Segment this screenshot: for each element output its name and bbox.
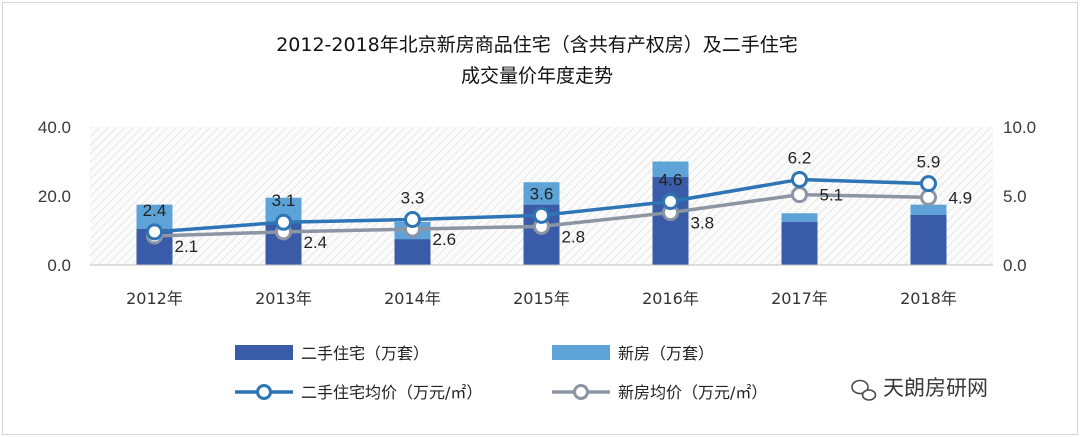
point-second-hand-price xyxy=(791,170,808,188)
bar-new-home xyxy=(523,182,560,205)
second-hand-price-label: 3.1 xyxy=(272,191,296,210)
second-hand-price-label: 3.6 xyxy=(530,184,554,203)
right-axis: 0.0 5.0 10.0 xyxy=(1003,118,1036,275)
point-second-hand-price xyxy=(404,210,421,228)
legend-label-new-home-price: 新房均价（万元/㎡） xyxy=(618,383,767,402)
bar-new-home xyxy=(652,161,689,178)
right-axis-tick-label: 0.0 xyxy=(1003,256,1027,275)
second-hand-price-label: 3.3 xyxy=(401,188,425,207)
point-second-hand-price xyxy=(146,223,163,241)
point-second-hand-price xyxy=(533,206,550,224)
bar-second-hand xyxy=(910,214,947,265)
new-home-price-label: 5.1 xyxy=(820,186,844,205)
point-new-home-price xyxy=(920,188,937,206)
point-new-home-price xyxy=(791,186,808,204)
new-home-price-label: 2.1 xyxy=(175,237,199,256)
legend-swatch-second-hand xyxy=(235,345,293,360)
bar-new-home xyxy=(910,204,947,215)
new-home-price-label: 4.9 xyxy=(949,188,973,207)
watermark-text: 天朗房研网 xyxy=(883,376,988,400)
point-second-hand-price xyxy=(275,213,292,231)
left-axis-tick-label: 40.0 xyxy=(38,118,71,137)
x-tick-label: 2013年 xyxy=(255,289,312,308)
new-home-price-label: 2.8 xyxy=(562,227,586,246)
point-second-hand-price xyxy=(662,193,679,211)
chart-title-line2: 成交量价年度走势 xyxy=(461,65,613,87)
legend-swatch-new-home xyxy=(552,345,610,360)
second-hand-price-label: 2.4 xyxy=(143,201,167,220)
point-second-hand-price xyxy=(920,175,937,193)
left-axis-tick-label: 20.0 xyxy=(38,187,71,206)
new-home-price-label: 3.8 xyxy=(691,214,715,233)
x-tick-label: 2014年 xyxy=(384,289,441,308)
bar-new-home xyxy=(781,213,818,222)
legend-marker-new-home-price xyxy=(573,384,589,400)
x-tick-label: 2017年 xyxy=(771,289,828,308)
wechat-icon xyxy=(851,379,877,401)
x-tick-label: 2018年 xyxy=(900,289,957,308)
bar-second-hand xyxy=(781,221,818,265)
second-hand-price-label: 4.6 xyxy=(659,171,683,190)
line-group: 2.4 3.1 3.3 3.6 4.6 6.2 5.9 2.1 2.4 2.6 2.8 3.8 5.1 4… xyxy=(143,148,972,256)
x-tick-label: 2015年 xyxy=(513,289,570,308)
legend-label-second-hand: 二手住宅（万套） xyxy=(301,344,429,363)
left-axis-tick-label: 0.0 xyxy=(47,256,71,275)
x-axis: 2012年 2013年 2014年 2015年 2016年 2017年 2018年 xyxy=(90,264,993,308)
x-tick-label: 2012年 xyxy=(126,289,183,308)
chart-title-line1: 2012-2018年北京新房商品住宅（含共有产权房）及二手住宅 xyxy=(276,34,798,56)
legend-label-new-home: 新房（万套） xyxy=(618,344,714,363)
legend: 二手住宅（万套） 新房（万套） 二手住宅均价（万元/㎡） 新房均价（万元/㎡） xyxy=(235,344,767,402)
watermark: 天朗房研网 xyxy=(851,376,988,401)
bar-second-hand xyxy=(394,239,431,265)
right-axis-tick-label: 5.0 xyxy=(1003,187,1027,206)
chart-svg: 2012-2018年北京新房商品住宅（含共有产权房）及二手住宅 成交量价年度走势… xyxy=(38,34,1036,402)
second-hand-price-label: 5.9 xyxy=(917,153,941,172)
new-home-price-label: 2.6 xyxy=(433,230,457,249)
x-tick-label: 2016年 xyxy=(642,289,699,308)
left-axis: 0.0 20.0 40.0 xyxy=(38,118,71,275)
right-axis-tick-label: 10.0 xyxy=(1003,118,1036,137)
legend-label-second-hand-price: 二手住宅均价（万元/㎡） xyxy=(301,383,482,402)
legend-marker-second-hand-price xyxy=(256,384,272,400)
second-hand-price-label: 6.2 xyxy=(788,148,812,167)
new-home-price-label: 2.4 xyxy=(304,233,328,252)
